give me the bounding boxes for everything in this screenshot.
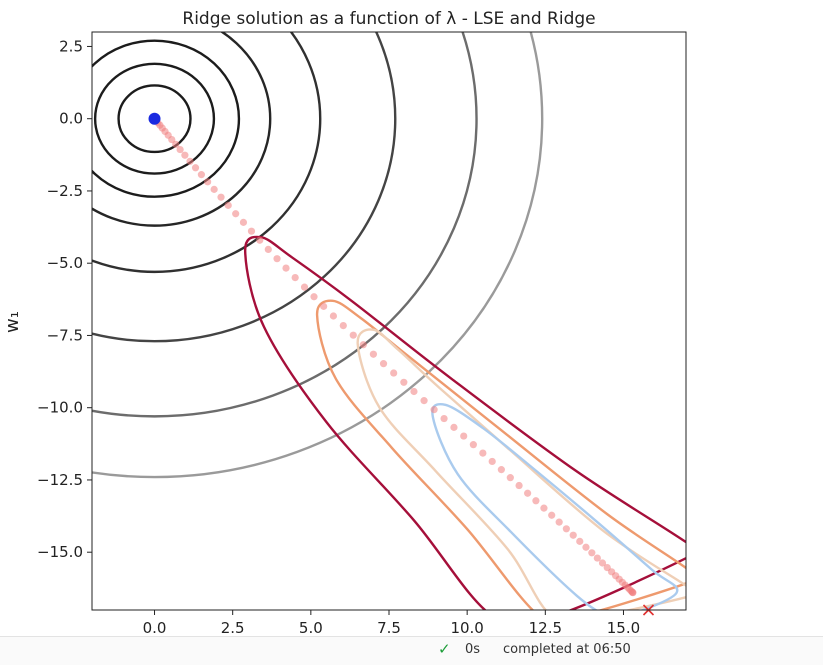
ridge-path-point	[349, 331, 357, 339]
ridge-contour-chart: Ridge solution as a function of λ - LSE …	[2, 9, 687, 636]
lse-solution-point	[148, 112, 161, 125]
y-tick-label: −10.0	[37, 399, 83, 417]
x-tick-label: 10.0	[450, 619, 483, 636]
x-tick-label: 5.0	[299, 619, 323, 636]
ridge-path-point	[450, 423, 458, 431]
ridge-path-point	[273, 255, 281, 263]
ridge-path-point	[593, 554, 601, 562]
ridge-path-point	[562, 525, 570, 533]
x-tick-label: 15.0	[607, 619, 640, 636]
ridge-path-point	[420, 397, 428, 405]
ridge-path-point	[217, 193, 225, 201]
ridge-path-point	[479, 449, 487, 457]
x-tick-label: 12.5	[529, 619, 562, 636]
ridge-path-point	[369, 350, 378, 358]
ridge-path-point	[488, 457, 496, 466]
ridge-path-point	[390, 369, 398, 377]
ridge-path-point	[576, 537, 584, 545]
x-tick-label: 7.5	[377, 619, 401, 636]
ridge-path-point	[224, 201, 232, 209]
ridge-path-point	[339, 322, 347, 330]
ridge-path-point	[329, 312, 338, 320]
check-icon: ✓	[438, 640, 451, 658]
ridge-path-point	[588, 549, 596, 557]
execution-status-bar: ✓ 0s completed at 06:50	[0, 636, 823, 665]
completed-time: completed at 06:50	[503, 642, 631, 657]
ridge-path-point	[310, 293, 318, 301]
x-axis: 0.0 2.5 5.0 7.5 10.0 12.5 15.0	[143, 610, 640, 636]
ridge-path-point	[540, 504, 548, 512]
ridge-path-point	[440, 414, 448, 423]
ridge-path-point	[400, 378, 408, 386]
ridge-contour-1	[117, 84, 192, 154]
ridge-path-point	[506, 474, 514, 482]
ridge-path-point	[629, 589, 637, 597]
ridge-path-point	[379, 360, 388, 368]
y-axis: 2.5 0.0 −2.5 −5.0 −7.5 −10.0 −12.5 −15.0	[37, 37, 92, 561]
ridge-path-point	[598, 559, 607, 567]
ridge-path-point	[469, 441, 477, 449]
ridge-path-layer	[150, 115, 637, 597]
chart-title: Ridge solution as a function of λ - LSE …	[182, 9, 595, 29]
ridge-path-point	[430, 406, 438, 414]
execution-duration: 0s	[465, 642, 481, 657]
lse-contour-4	[431, 402, 679, 610]
ridge-path-point	[282, 264, 290, 272]
y-tick-label: −15.0	[37, 543, 83, 561]
ridge-path-point	[320, 302, 328, 310]
y-axis-label: w₁	[2, 311, 23, 333]
ridge-contour-8	[92, 32, 544, 479]
x-tick-label: 2.5	[221, 619, 245, 636]
ridge-path-point	[582, 543, 590, 551]
ridge-contour-7	[92, 32, 478, 418]
ridge-path-point	[291, 274, 299, 282]
ridge-path-point	[239, 218, 248, 226]
ridge-path-point	[176, 145, 184, 154]
ridge-path-point	[256, 236, 264, 244]
ridge-contour-5	[92, 32, 322, 274]
ridge-contour-4	[92, 32, 272, 227]
ridge-path-point	[172, 140, 180, 148]
ridge-path-point	[569, 531, 577, 539]
ridge-path-point	[204, 178, 212, 186]
x-tick-label: 0.0	[143, 619, 167, 636]
ridge-path-point	[247, 227, 256, 235]
y-tick-label: −12.5	[37, 471, 83, 489]
ridge-path-point	[460, 432, 468, 440]
y-tick-label: −7.5	[47, 326, 83, 344]
ridge-path-point	[497, 466, 505, 474]
lse-contour-2	[315, 299, 686, 610]
ridge-path-point	[197, 171, 206, 179]
y-tick-label: −2.5	[47, 182, 83, 200]
ridge-path-point	[410, 387, 418, 396]
ridge-contour-layer	[92, 32, 544, 479]
lse-contour-3	[356, 328, 686, 610]
lse-contour-1	[243, 235, 686, 610]
ridge-contour-2	[93, 62, 216, 175]
y-tick-label: 0.0	[59, 110, 83, 128]
ridge-path-point	[191, 164, 200, 172]
ridge-path-point	[186, 157, 194, 165]
ridge-contour-3	[92, 39, 241, 198]
ridge-path-point	[264, 245, 272, 253]
ridge-path-point	[232, 210, 240, 218]
ridge-path-point	[555, 518, 563, 526]
ridge-path-point	[168, 135, 176, 144]
ridge-path-point	[532, 497, 540, 505]
ridge-path-point	[359, 341, 367, 349]
y-tick-label: −5.0	[47, 254, 83, 272]
ridge-path-point	[210, 185, 218, 193]
y-tick-label: 2.5	[59, 37, 83, 55]
ridge-path-point	[181, 151, 189, 159]
ridge-contour-6	[92, 32, 397, 343]
ridge-path-point	[515, 481, 523, 490]
ridge-path-point	[548, 511, 556, 519]
ridge-path-point	[524, 489, 532, 497]
lse-contour-layer	[243, 235, 686, 610]
ridge-path-point	[300, 283, 309, 291]
